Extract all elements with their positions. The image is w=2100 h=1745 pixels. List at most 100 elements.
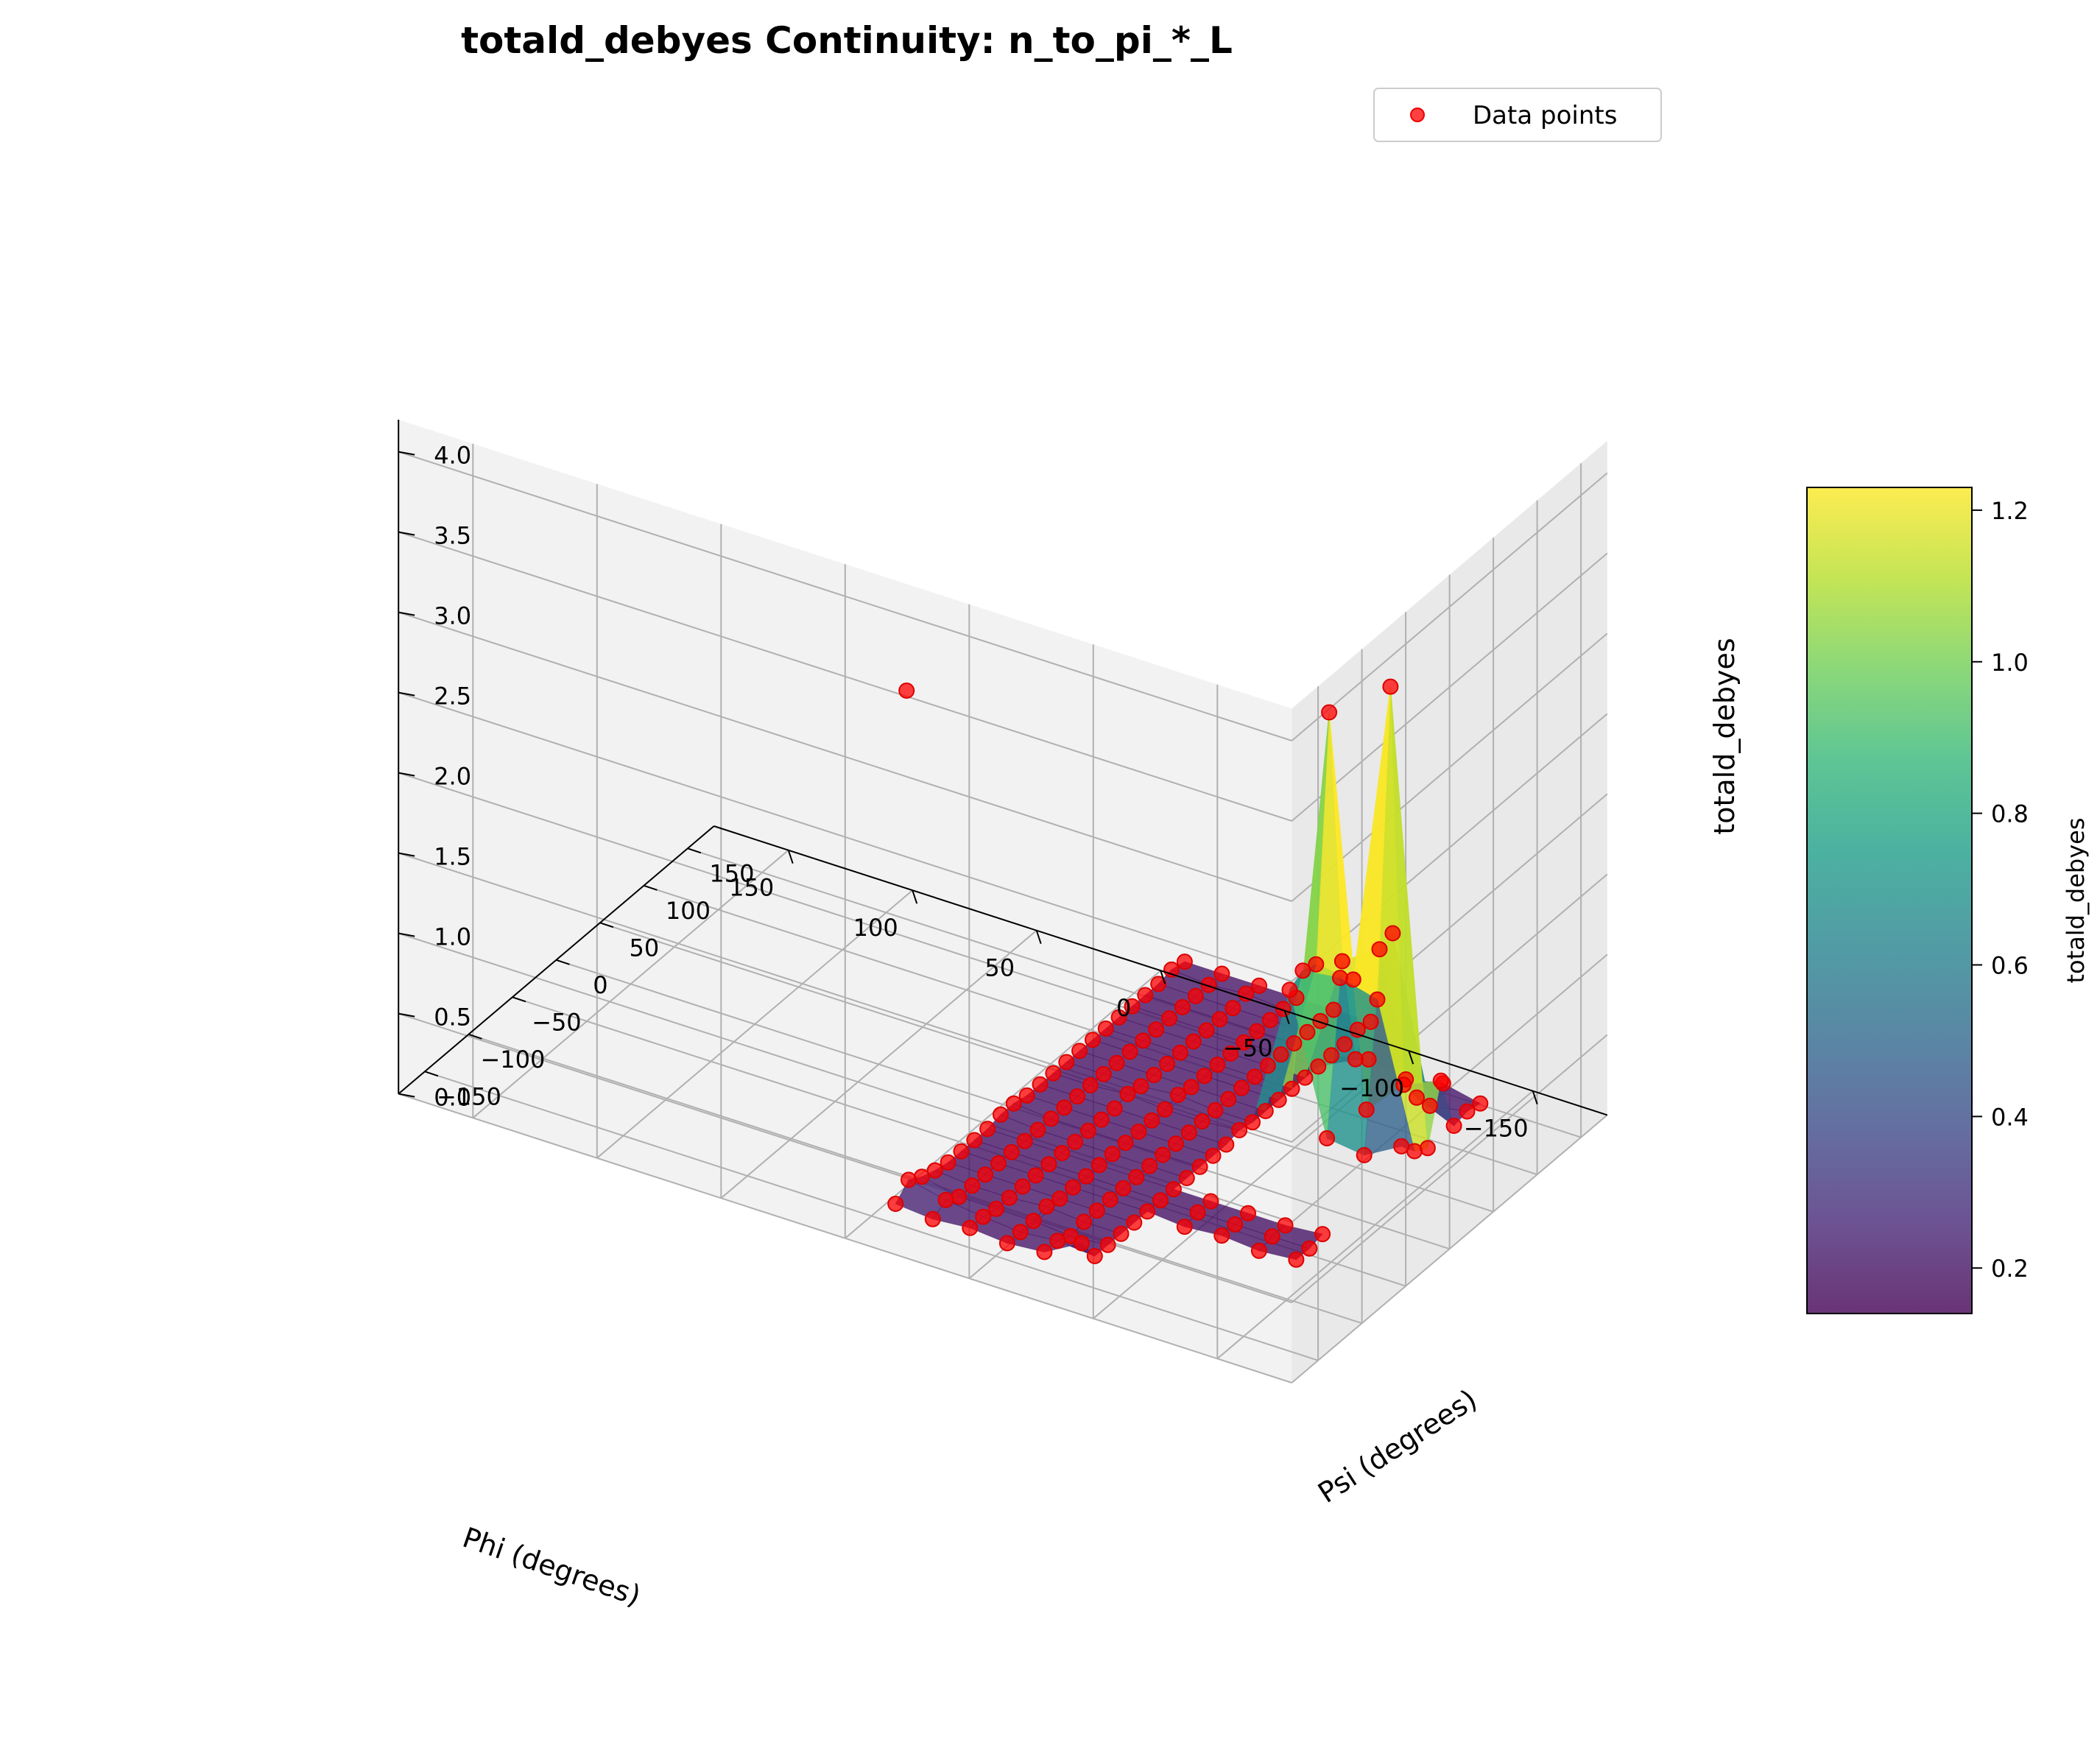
z-tick-label: 3.5: [434, 522, 471, 550]
data-point: [1148, 1021, 1165, 1038]
data-point: [1135, 1032, 1152, 1049]
legend-label: Data points: [1473, 101, 1617, 130]
data-point: [1080, 1122, 1096, 1139]
data-point: [1261, 1012, 1278, 1029]
data-point: [1275, 1001, 1292, 1018]
phi-tick-mark: [1532, 1090, 1538, 1105]
data-point: [1459, 1103, 1476, 1120]
data-point: [1472, 1095, 1489, 1112]
data-point: [1299, 1023, 1316, 1040]
data-point: [1078, 1168, 1094, 1185]
data-point: [1180, 1124, 1197, 1141]
data-point: [1259, 1057, 1276, 1074]
psi-tick-mark: [687, 847, 702, 854]
phi-tick-label: 0: [1116, 994, 1131, 1022]
z-tick-mark: [398, 852, 415, 857]
data-point: [1213, 965, 1230, 982]
data-point: [1076, 1213, 1092, 1230]
chart-title: totald_debyes Continuity: n_to_pi_*_L: [461, 19, 1233, 62]
data-point: [1178, 1170, 1195, 1186]
data-point: [1025, 1213, 1042, 1230]
data-point: [1250, 1242, 1267, 1259]
phi-tick-label: 50: [984, 954, 1015, 982]
data-point: [1200, 976, 1217, 993]
gridline-floor-phi: [720, 929, 1037, 1199]
gridline-floor-psi: [599, 922, 1494, 1213]
gridline-wall-z: [398, 451, 1292, 741]
data-point: [1045, 1065, 1062, 1082]
data-point: [1233, 1079, 1250, 1096]
z-axis-label: totald_debyes: [1708, 638, 1741, 834]
data-point: [1297, 1069, 1314, 1086]
gridline-wall-z: [1291, 632, 1608, 902]
axes-lines: [398, 420, 1608, 1116]
data-point: [1319, 1130, 1336, 1146]
data-point: [1362, 1013, 1379, 1030]
z-tick-label: 0.5: [434, 1004, 471, 1032]
data-point: [975, 1208, 992, 1225]
psi-tick-mark: [512, 996, 526, 1003]
data-point: [1040, 1156, 1057, 1173]
data-point: [1049, 1233, 1066, 1249]
colorbar-tick-label: 0.8: [1991, 800, 2029, 828]
data-point: [964, 1177, 981, 1194]
data-point: [1167, 1135, 1184, 1152]
data-point: [1082, 1077, 1099, 1093]
colorbar-label: totald_debyes: [2062, 817, 2090, 983]
data-point: [1257, 1103, 1274, 1119]
data-point: [1141, 1157, 1158, 1174]
data-point: [1003, 1143, 1020, 1160]
data-point: [1207, 1101, 1224, 1118]
data-point: [1067, 1133, 1084, 1150]
data-point: [1272, 1046, 1289, 1063]
phi-tick-mark: [1035, 930, 1042, 945]
data-point: [887, 1196, 904, 1212]
data-point: [1159, 1055, 1176, 1072]
data-point: [1244, 1114, 1261, 1131]
phi-tick-mark: [787, 850, 794, 864]
data-point: [1251, 977, 1267, 994]
data-point: [1099, 1236, 1116, 1253]
data-point: [962, 1219, 979, 1236]
data-point: [1058, 1054, 1075, 1071]
data-point: [1283, 1080, 1300, 1097]
data-point: [1088, 1202, 1105, 1219]
z-tick-label: 4.0: [434, 442, 471, 470]
data-point: [1196, 1068, 1213, 1085]
gridline-wall-z: [398, 691, 1292, 982]
data-point: [1211, 1011, 1228, 1028]
data-point: [1176, 953, 1193, 970]
data-point: [1323, 1047, 1340, 1064]
data-point: [1113, 1225, 1130, 1242]
data-point: [1128, 1168, 1145, 1185]
data-point: [1126, 1214, 1143, 1231]
legend: Data points: [1373, 88, 1662, 142]
gridline-wall-z: [1291, 1114, 1608, 1383]
data-point: [1185, 1033, 1202, 1050]
psi-tick-mark: [556, 959, 570, 965]
data-point: [990, 1155, 1007, 1171]
data-point: [1027, 1167, 1044, 1184]
psi-tick-label: −150: [437, 1082, 501, 1110]
data-point: [977, 1166, 994, 1183]
data-point: [1371, 941, 1388, 958]
colorbar-ticks: 0.2 0.4 0.6 0.8 1.0 1.2: [1972, 497, 2029, 1283]
data-point: [1314, 1226, 1331, 1243]
data-point: [1093, 1111, 1110, 1128]
data-point: [1333, 953, 1350, 970]
data-point: [979, 1121, 996, 1138]
phi-tick-label: −150: [1464, 1115, 1529, 1143]
phi-tick-label: 150: [729, 874, 774, 902]
data-point: [1169, 1087, 1186, 1104]
colorbar: 0.2 0.4 0.6 0.8 1.0 1.2 totald_debyes: [1806, 487, 2090, 1314]
data-point: [926, 1162, 943, 1179]
data-point: [1321, 704, 1338, 721]
data-point: [1270, 1091, 1287, 1108]
data-point: [1445, 1118, 1462, 1134]
data-point: [1056, 1099, 1073, 1116]
data-point: [1249, 1023, 1265, 1040]
data-point: [1121, 1043, 1138, 1060]
data-point: [1108, 1054, 1125, 1071]
data-point: [1187, 987, 1204, 1004]
data-point: [1038, 1198, 1055, 1215]
